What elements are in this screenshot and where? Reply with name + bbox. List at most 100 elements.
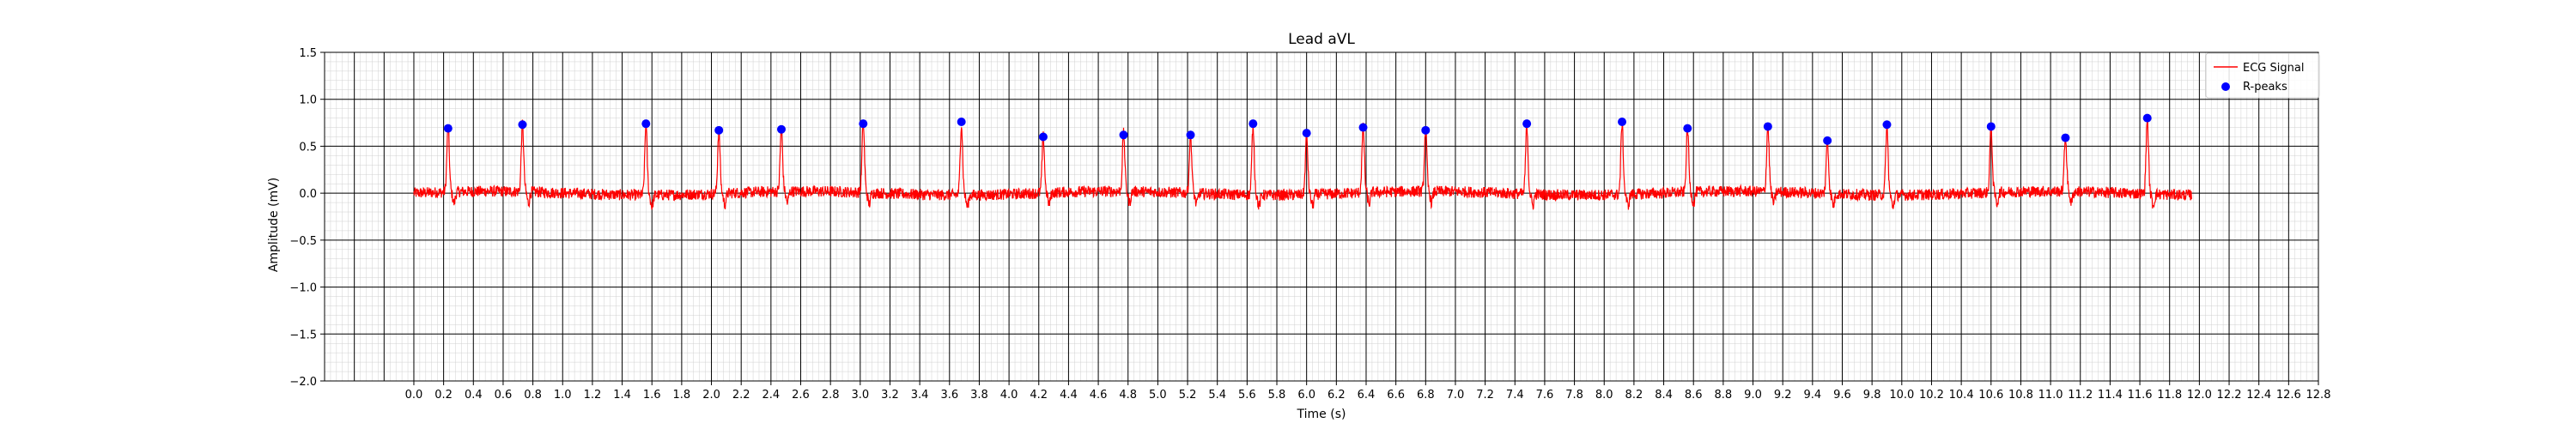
x-tick-label: 7.6 [1536,389,1554,402]
r-peak-point [859,119,868,129]
x-tick-label: 7.2 [1476,389,1494,402]
r-peak-point [2061,133,2070,142]
x-tick-label: 3.0 [851,389,869,402]
x-axis-label: Time (s) [1297,408,1346,421]
x-tick-label: 5.8 [1268,389,1286,402]
r-peak-point [776,124,786,134]
x-tick-label: 11.4 [2098,389,2123,402]
signal-layer [413,118,2193,210]
axes-layer [324,51,2319,382]
x-tick-label: 9.6 [1833,389,1851,402]
legend-box [2205,52,2320,99]
r-peak-point [1986,122,1996,131]
x-tick-label: 6.6 [1387,389,1405,402]
x-tick-label: 4.6 [1090,389,1108,402]
x-tick-label: 3.4 [911,389,929,402]
y-tick-labels: −2.0 −1.5 −1.0 −0.5 0.0 0.5 1.0 1.5 [289,47,325,389]
x-tick-label: 7.0 [1447,389,1465,402]
x-tick-label: 4.8 [1119,389,1137,402]
major-grid [325,51,2319,382]
x-tick-label: 12.6 [2276,389,2301,402]
x-tick-label: 5.2 [1179,389,1197,402]
x-tick-label: 8.0 [1595,389,1613,402]
x-tick-label: 12.8 [2306,389,2331,402]
x-tick-label: 1.8 [673,389,691,402]
r-peak-point [1618,117,1627,126]
x-tick-label: 6.4 [1358,389,1376,402]
x-tick-label: 4.0 [1000,389,1018,402]
x-tick-label: 0.0 [405,389,423,402]
x-tick-label: 6.2 [1327,389,1346,402]
r-peak-point [1358,123,1368,132]
x-tick-label: 5.0 [1149,389,1167,402]
x-tick-label: 2.4 [762,389,781,402]
x-tick-label: 12.4 [2246,389,2271,402]
r-peak-point [1683,124,1692,133]
r-peak-point [518,120,527,130]
x-tick-label: 1.2 [584,389,602,402]
x-tick-label: 1.0 [554,389,572,402]
r-peak-point [714,125,724,135]
y-tick-label: 1.0 [299,94,317,107]
x-tick-label: 7.4 [1506,389,1524,402]
x-tick-label: 2.6 [792,389,810,402]
r-peak-point [1882,120,1892,130]
y-tick-label: 1.5 [299,47,317,60]
r-peak-point [1302,129,1311,138]
x-tick-label: 10.2 [1919,389,1944,402]
ecg-signal-line [413,118,2193,210]
y-tick-label: −1.5 [289,329,317,341]
x-tick-label: 10.0 [1889,389,1914,402]
r-peak-point [2142,113,2152,123]
plot-frame [324,51,2319,382]
r-peak-point [641,119,651,129]
minor-grid [324,51,2319,382]
x-tick-label: 10.6 [1978,389,2003,402]
x-tick-label: 5.6 [1238,389,1256,402]
x-tick-label: 3.2 [881,389,899,402]
x-tick-label: 11.8 [2157,389,2182,402]
x-tick-label: 8.4 [1655,389,1673,402]
x-tick-label: 6.0 [1297,389,1315,402]
r-peak-point [1119,130,1128,140]
x-tick-label: 8.8 [1715,389,1733,402]
legend-rpeak-label: R-peaks [2243,81,2287,94]
peaks-layer [443,113,2152,145]
x-tick-label: 5.4 [1208,389,1226,402]
legend: ECG Signal R-peaks [2205,52,2320,99]
y-tick-label: −0.5 [289,235,317,248]
r-peak-point [1186,130,1195,140]
y-tick-label: −1.0 [289,282,317,295]
r-peak-point [1763,122,1772,131]
r-peak-point [1823,136,1832,145]
x-tick-label: 1.6 [643,389,661,402]
x-tick-label: 9.0 [1744,389,1762,402]
x-tick-label: 7.8 [1565,389,1583,402]
chart-title: Lead aVL [1288,31,1355,48]
x-tick-label: 4.4 [1060,389,1078,402]
x-tick-label: 9.8 [1863,389,1881,402]
x-tick-label: 3.6 [940,389,958,402]
r-peak-point [1249,119,1258,129]
x-tick-label: 8.6 [1685,389,1703,402]
r-peak-point [1522,119,1532,129]
x-tick-label: 9.4 [1803,389,1821,402]
y-tick-label: −2.0 [289,376,317,389]
x-tick-labels: 0.0 0.2 0.4 0.6 0.8 1.0 1.2 1.4 1.6 1.8 2.0 2.2 2.4 2… [405,381,2331,402]
y-axis-label: Amplitude (mV) [267,178,281,272]
r-peak-point [957,117,966,126]
legend-rpeak-swatch [2221,82,2230,91]
x-tick-label: 0.6 [495,389,513,402]
x-tick-label: 0.8 [524,389,542,402]
x-tick-label: 6.8 [1417,389,1435,402]
r-peak-point [1038,132,1048,142]
x-tick-label: 10.4 [1949,389,1974,402]
y-tick-label: 0.5 [299,141,317,154]
r-peak-point [443,124,453,133]
x-tick-label: 3.8 [970,389,988,402]
x-tick-label: 11.0 [2038,389,2063,402]
x-tick-label: 12.0 [2187,389,2212,402]
x-tick-label: 9.2 [1774,389,1792,402]
x-tick-label: 12.2 [2217,389,2242,402]
